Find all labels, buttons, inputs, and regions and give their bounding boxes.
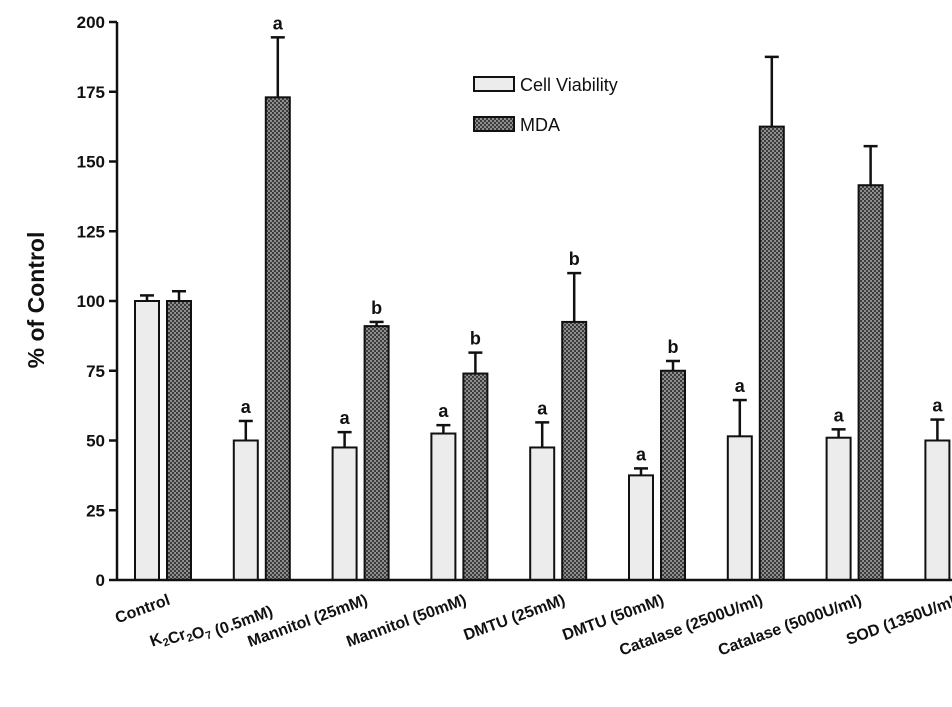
bar-cell-viability bbox=[232, 439, 259, 581]
significance-label: a bbox=[735, 376, 746, 396]
y-tick-label: 0 bbox=[96, 571, 105, 590]
significance-label: a bbox=[537, 398, 548, 418]
y-tick-label: 150 bbox=[77, 153, 105, 172]
bar-cell-viability bbox=[726, 435, 753, 581]
y-tick-label: 100 bbox=[77, 292, 105, 311]
x-tick-label: Control bbox=[113, 592, 172, 627]
significance-label: a bbox=[834, 405, 845, 425]
legend: Cell Viability MDA bbox=[473, 75, 618, 135]
bar-cell-viability bbox=[529, 446, 556, 581]
bar-mda bbox=[561, 320, 588, 581]
bar-mda bbox=[660, 369, 686, 581]
bar-mda bbox=[758, 125, 785, 581]
significance-label: a bbox=[241, 397, 252, 417]
y-tick-label: 75 bbox=[86, 362, 105, 381]
bar-cell-viability bbox=[924, 439, 951, 581]
significance-label: a bbox=[438, 401, 449, 421]
y-tick-label: 175 bbox=[77, 83, 105, 102]
legend-swatch-mda bbox=[473, 116, 515, 132]
significance-label: a bbox=[273, 13, 284, 33]
legend-swatch-cell-viability bbox=[473, 76, 515, 92]
x-tick-label: DMTU (25mM) bbox=[462, 592, 568, 644]
bar-mda bbox=[857, 184, 884, 581]
bar-cell-viability bbox=[134, 300, 160, 581]
y-axis-ticks: 0 25 50 75 100 125 150 175 200 bbox=[77, 13, 117, 590]
bar-mda bbox=[462, 372, 489, 582]
legend-label-mda: MDA bbox=[520, 115, 560, 135]
significance-label: b bbox=[470, 329, 481, 349]
plot-area: a a a a a a a a a b b b b bbox=[134, 13, 951, 582]
legend-label-cell-viability: Cell Viability bbox=[520, 75, 618, 95]
significance-label: b bbox=[569, 249, 580, 269]
significance-label: b bbox=[371, 298, 382, 318]
bar-cell-viability bbox=[430, 432, 457, 581]
bar-mda bbox=[166, 300, 192, 581]
significance-label: b bbox=[668, 337, 679, 357]
y-tick-label: 125 bbox=[77, 222, 105, 241]
bar-cell-viability bbox=[331, 446, 358, 581]
bar-cell-viability bbox=[628, 474, 654, 581]
y-tick-label: 200 bbox=[77, 13, 105, 32]
bar-cell-viability bbox=[825, 436, 852, 581]
bar-mda bbox=[363, 325, 390, 581]
significance-label: a bbox=[636, 444, 647, 464]
y-tick-label: 25 bbox=[86, 501, 105, 520]
bar-mda bbox=[264, 96, 291, 582]
y-axis-title: % of Control bbox=[23, 232, 49, 369]
y-tick-label: 50 bbox=[86, 432, 105, 451]
significance-label: a bbox=[932, 396, 943, 416]
significance-label: a bbox=[340, 408, 351, 428]
